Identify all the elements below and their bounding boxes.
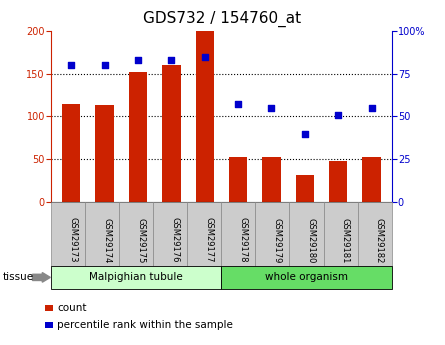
Point: [368, 105, 375, 111]
Point: [301, 131, 308, 136]
Text: GSM29176: GSM29176: [170, 217, 179, 263]
Point: [168, 57, 175, 63]
Text: count: count: [57, 303, 86, 313]
Text: whole organism: whole organism: [265, 273, 348, 282]
Bar: [95, 105, 114, 202]
Point: [134, 57, 142, 63]
Point: [101, 62, 108, 68]
Text: GSM29175: GSM29175: [136, 217, 145, 263]
Bar: [195, 31, 214, 202]
Text: GSM29179: GSM29179: [272, 217, 281, 263]
Text: GSM29178: GSM29178: [239, 217, 247, 263]
Text: GSM29182: GSM29182: [375, 217, 384, 263]
Point: [235, 102, 242, 107]
Text: Malpighian tubule: Malpighian tubule: [89, 273, 183, 282]
Text: GSM29173: GSM29173: [68, 217, 77, 263]
Point: [201, 54, 208, 59]
Point: [268, 105, 275, 111]
Bar: [295, 175, 314, 202]
Point: [335, 112, 342, 118]
Bar: [229, 157, 247, 202]
Point: [68, 62, 75, 68]
Bar: [62, 104, 81, 202]
Text: percentile rank within the sample: percentile rank within the sample: [57, 320, 233, 329]
Text: GSM29180: GSM29180: [307, 217, 316, 263]
Text: tissue: tissue: [2, 273, 33, 282]
Bar: [262, 157, 281, 202]
Text: GSM29177: GSM29177: [204, 217, 213, 263]
Bar: [129, 72, 147, 202]
Text: GDS732 / 154760_at: GDS732 / 154760_at: [143, 10, 302, 27]
Bar: [329, 161, 348, 202]
Bar: [162, 65, 181, 202]
Text: GSM29181: GSM29181: [340, 217, 349, 263]
Bar: [362, 157, 381, 202]
Text: GSM29174: GSM29174: [102, 217, 111, 263]
